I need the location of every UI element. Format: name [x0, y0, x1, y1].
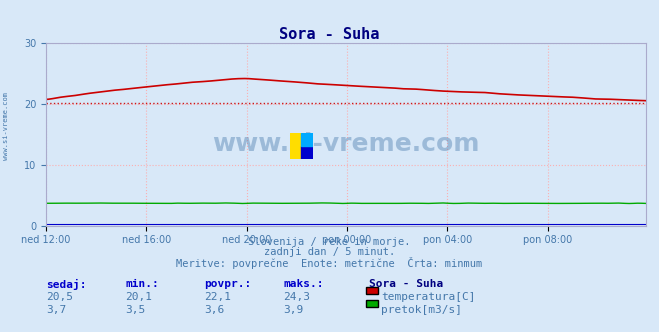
Text: pretok[m3/s]: pretok[m3/s] [381, 305, 462, 315]
Text: povpr.:: povpr.: [204, 279, 252, 289]
Text: Slovenija / reke in morje.: Slovenija / reke in morje. [248, 237, 411, 247]
Text: 3,6: 3,6 [204, 305, 225, 315]
Bar [290, 133, 301, 159]
Text: Sora - Suha: Sora - Suha [279, 27, 380, 42]
Text: 3,9: 3,9 [283, 305, 304, 315]
Text: 24,3: 24,3 [283, 292, 310, 302]
Text: www.si-vreme.com: www.si-vreme.com [212, 131, 480, 156]
Text: 22,1: 22,1 [204, 292, 231, 302]
Text: Sora - Suha: Sora - Suha [369, 279, 444, 289]
Text: 3,7: 3,7 [46, 305, 67, 315]
Text: zadnji dan / 5 minut.: zadnji dan / 5 minut. [264, 247, 395, 257]
Text: Meritve: povprečne  Enote: metrične  Črta: minmum: Meritve: povprečne Enote: metrične Črta:… [177, 257, 482, 269]
Text: maks.:: maks.: [283, 279, 324, 289]
Text: temperatura[C]: temperatura[C] [381, 292, 475, 302]
Bar [301, 133, 313, 146]
Bar [301, 146, 313, 159]
Text: www.si-vreme.com: www.si-vreme.com [3, 92, 9, 160]
Text: min.:: min.: [125, 279, 159, 289]
Text: 20,5: 20,5 [46, 292, 73, 302]
Text: 20,1: 20,1 [125, 292, 152, 302]
Text: sedaj:: sedaj: [46, 279, 86, 290]
Text: 3,5: 3,5 [125, 305, 146, 315]
